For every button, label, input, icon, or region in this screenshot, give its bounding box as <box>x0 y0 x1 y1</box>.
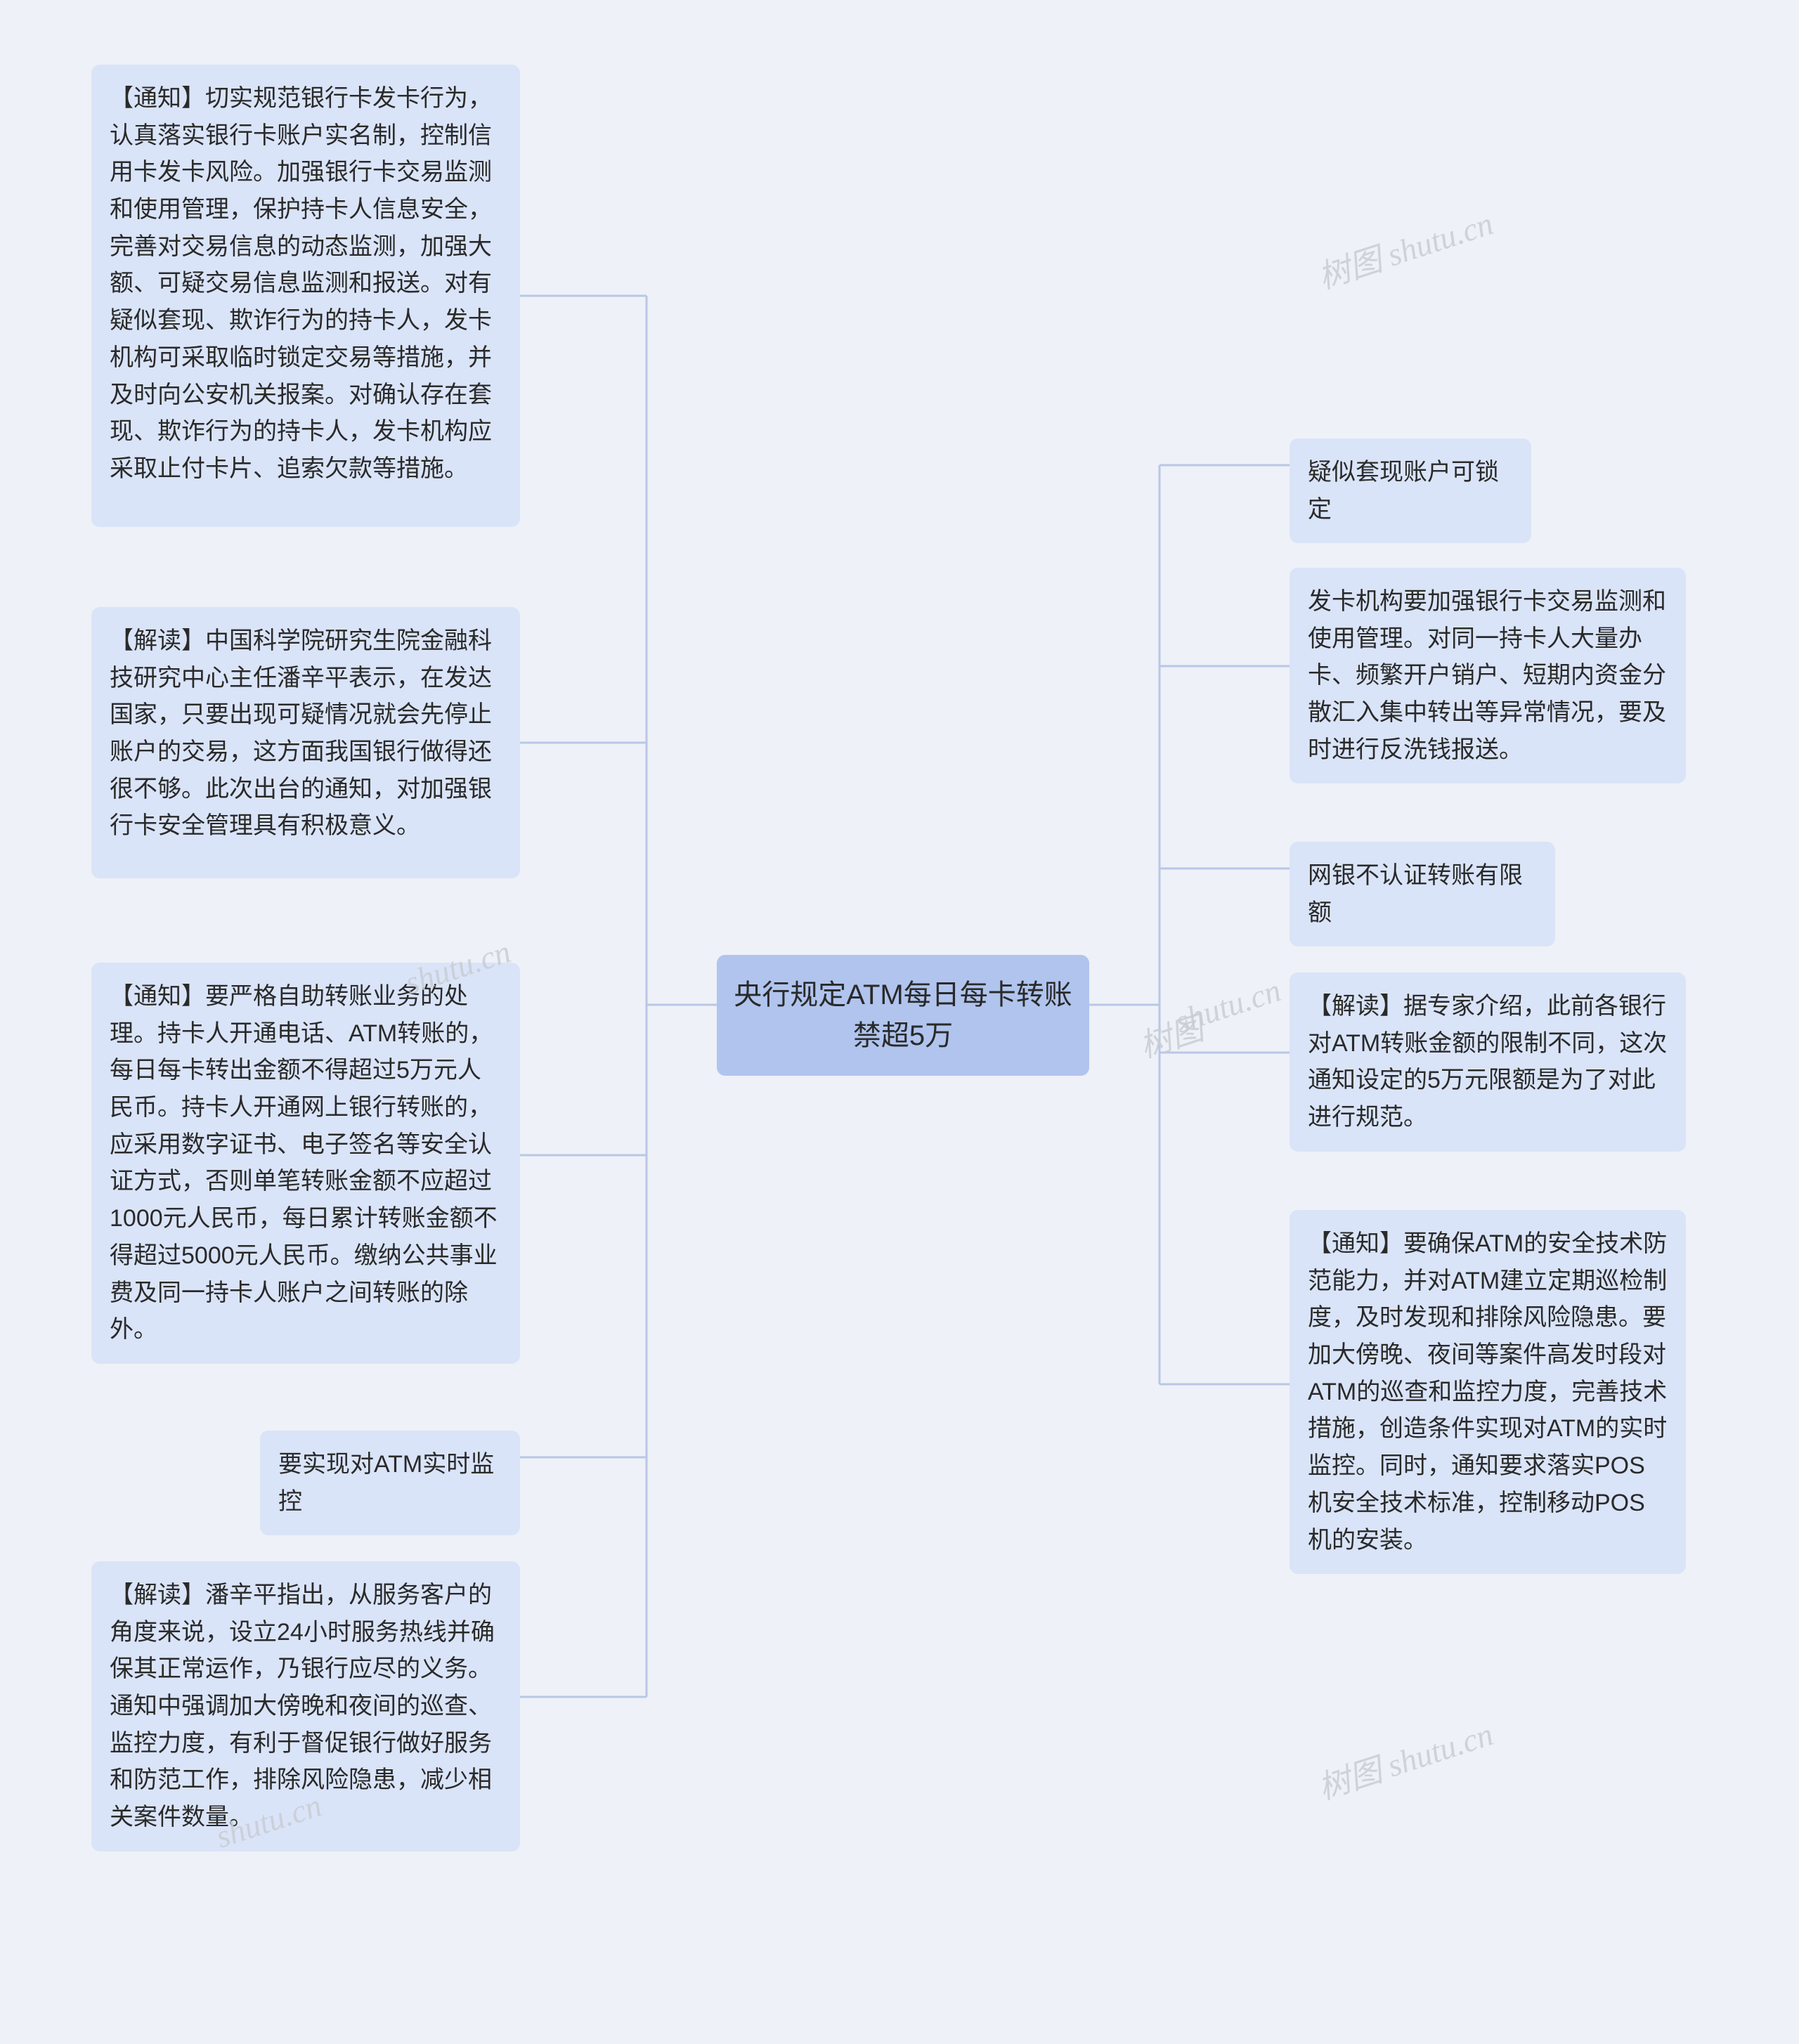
mindmap-right-node-2: 网银不认证转账有限额 <box>1290 842 1555 946</box>
mindmap-left-node-2: 【通知】要严格自助转账业务的处理。持卡人开通电话、ATM转账的，每日每卡转出金额… <box>91 963 520 1364</box>
watermark-5: 树图 shutu.cn <box>1311 1709 1498 1809</box>
mindmap-left-node-4: 【解读】潘辛平指出，从服务客户的角度来说，设立24小时服务热线并确保其正常运作，… <box>91 1561 520 1851</box>
mindmap-right-node-4: 【通知】要确保ATM的安全技术防范能力，并对ATM建立定期巡检制度，及时发现和排… <box>1290 1210 1686 1574</box>
watermark-2: 树图 <box>1133 1003 1209 1067</box>
mindmap-left-node-1: 【解读】中国科学院研究生院金融科技研究中心主任潘辛平表示，在发达国家，只要出现可… <box>91 607 520 878</box>
mindmap-right-node-1: 发卡机构要加强银行卡交易监测和使用管理。对同一持卡人大量办卡、频繁开户销户、短期… <box>1290 568 1686 783</box>
mindmap-right-node-0: 疑似套现账户可锁定 <box>1290 438 1531 543</box>
watermark-3: shutu.cn <box>1171 971 1285 1040</box>
mindmap-right-node-3: 【解读】据专家介绍，此前各银行对ATM转账金额的限制不同，这次通知设定的5万元限… <box>1290 972 1686 1152</box>
mindmap-left-node-3: 要实现对ATM实时监控 <box>260 1431 520 1535</box>
watermark-0: 树图 shutu.cn <box>1311 198 1498 299</box>
mindmap-left-node-0: 【通知】切实规范银行卡发卡行为，认真落实银行卡账户实名制，控制信用卡发卡风险。加… <box>91 65 520 527</box>
mindmap-center-node: 央行规定ATM每日每卡转账禁超5万 <box>717 955 1089 1076</box>
